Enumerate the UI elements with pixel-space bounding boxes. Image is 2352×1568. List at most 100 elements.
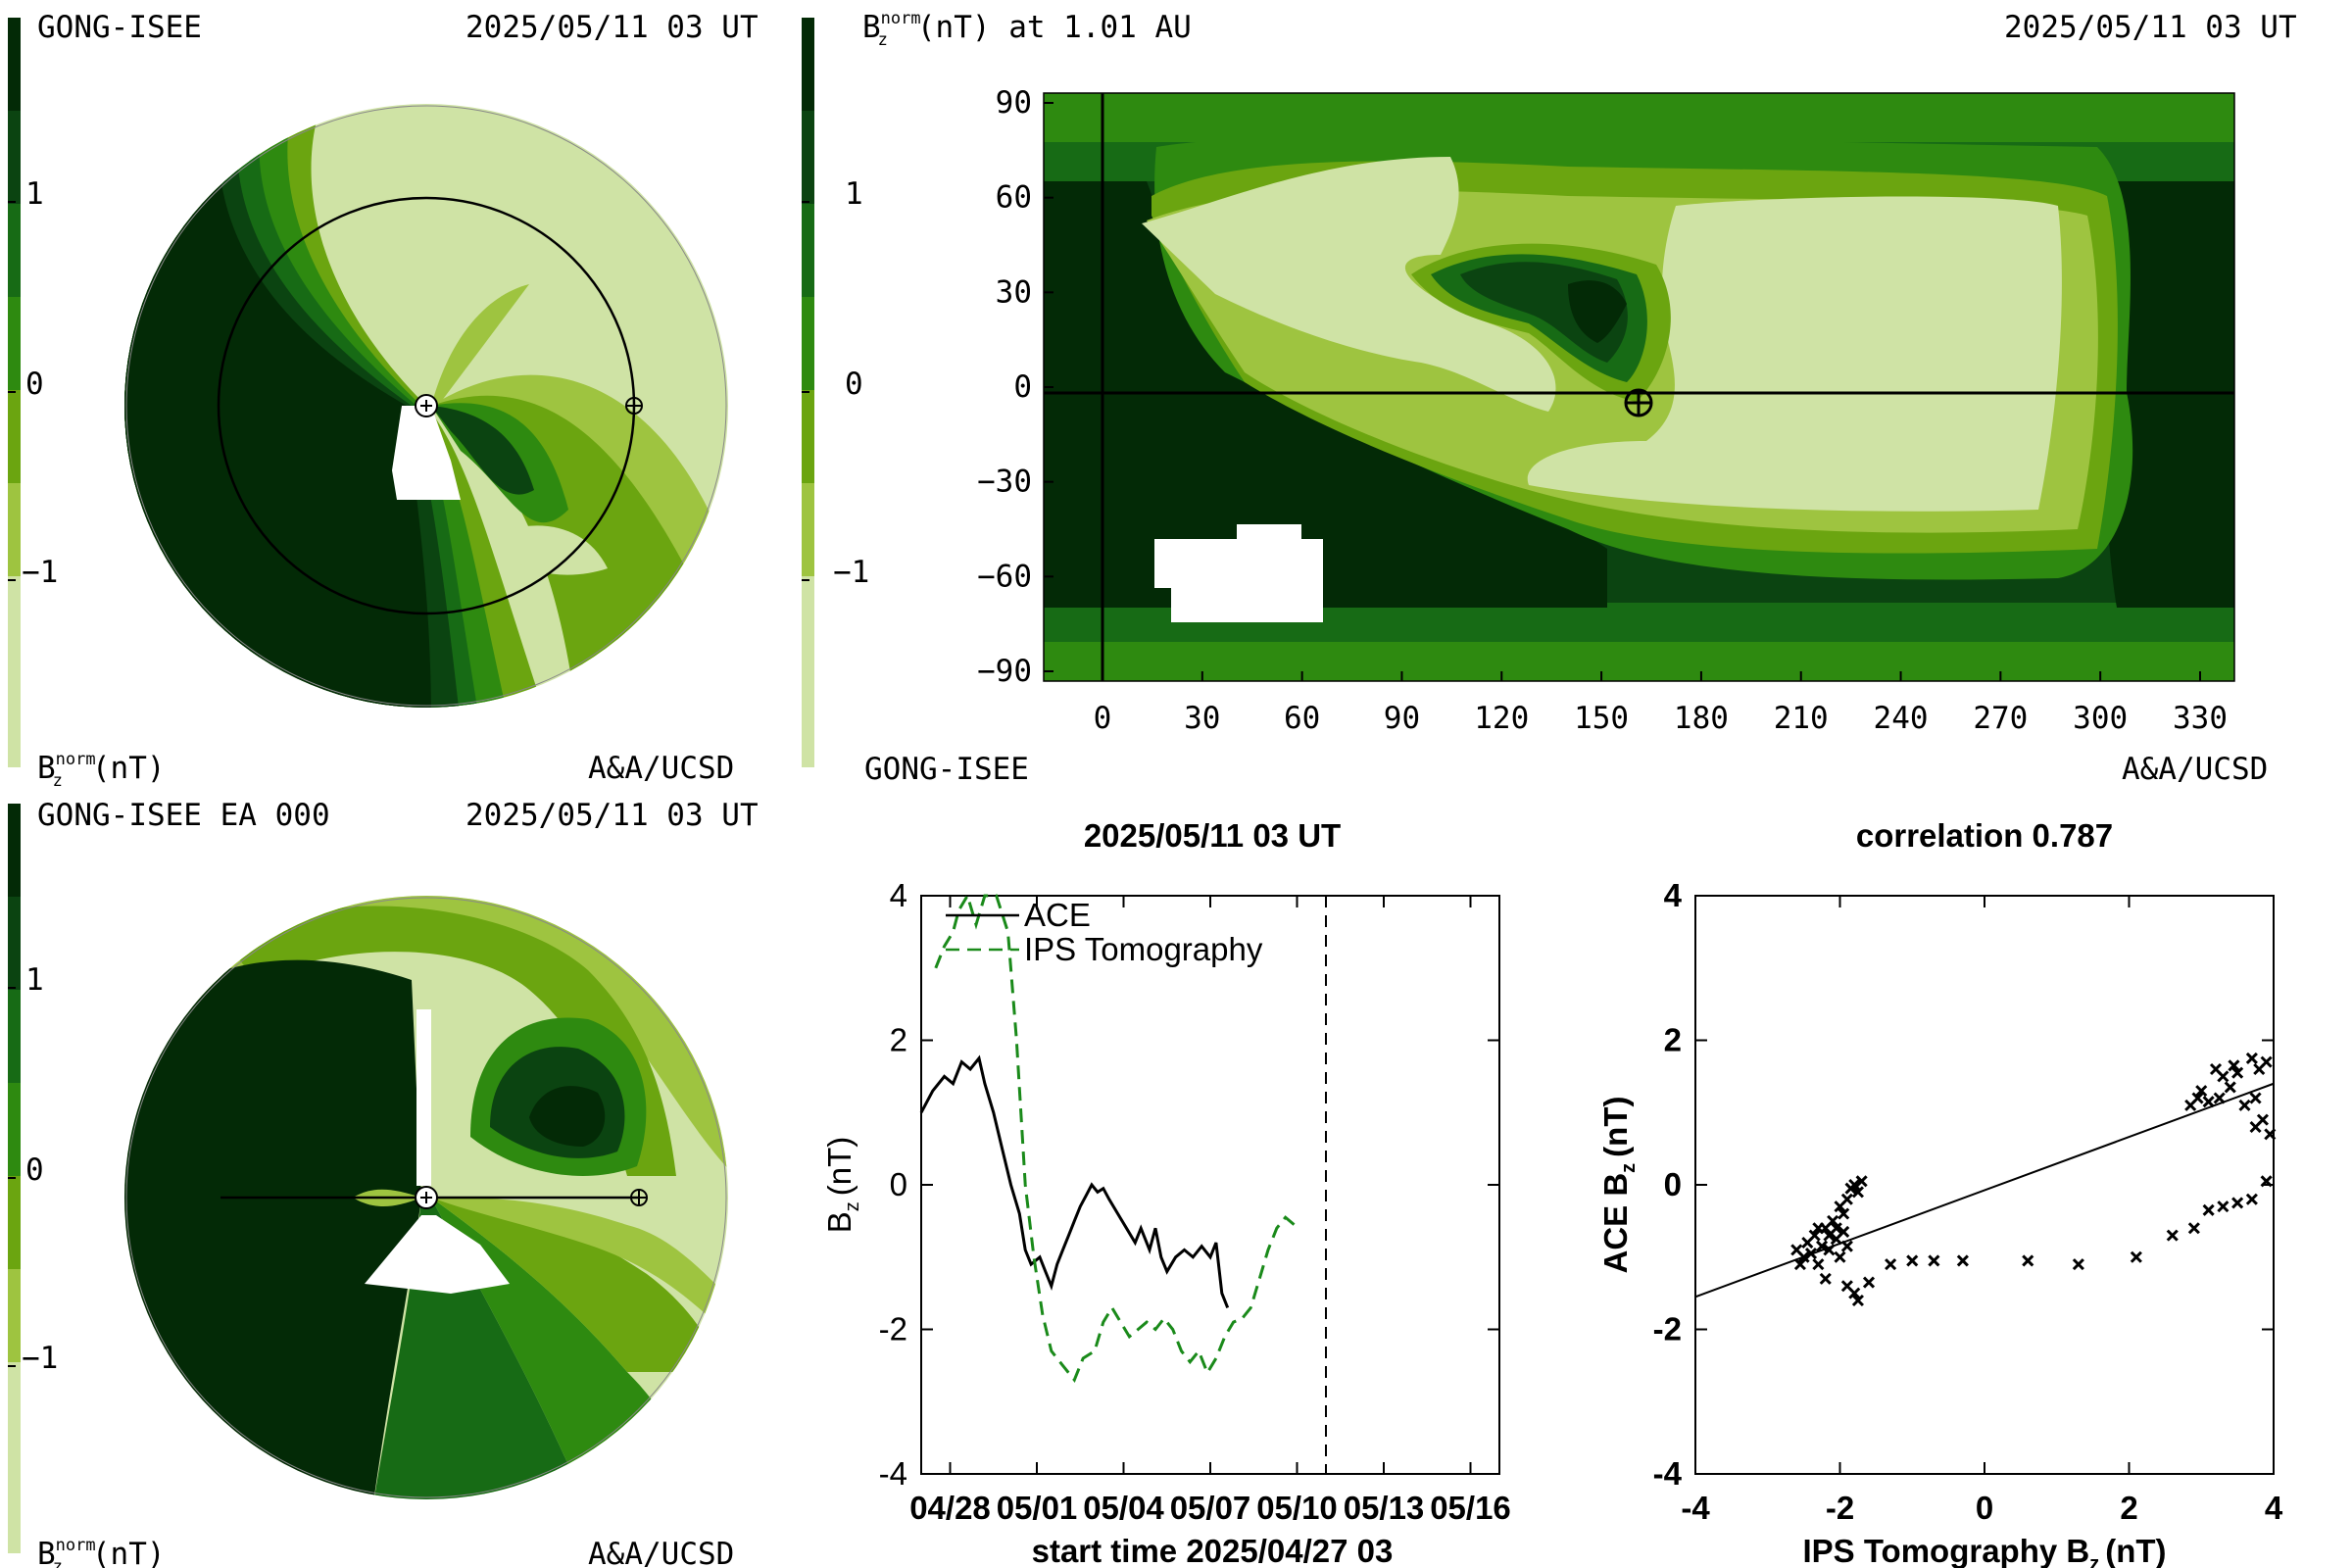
colorbar-title: Bnorm z (nT) bbox=[37, 750, 166, 791]
date-label: 2025/05/11 03 UT bbox=[466, 798, 759, 833]
map-y-tick-label: 90 bbox=[996, 85, 1032, 121]
scatter-point bbox=[1851, 1186, 1864, 1199]
map-y-tick-label: 60 bbox=[996, 180, 1032, 216]
x-tick-label: 05/04 bbox=[1083, 1490, 1164, 1526]
scatter-point bbox=[2228, 1059, 2240, 1072]
scatter-point bbox=[1812, 1258, 1825, 1271]
scatter-point bbox=[1862, 1276, 1876, 1289]
scatter-axes: 4 2 0 -2 -4-4 -2 0 2 4 bbox=[1653, 877, 2283, 1526]
x-tick-label: 04/28 bbox=[909, 1490, 991, 1526]
scatter-points bbox=[1694, 1052, 2277, 1307]
scatter-point bbox=[1838, 1207, 1850, 1220]
scatter-point bbox=[1819, 1272, 1832, 1285]
colorbar-tick-label: 1 bbox=[25, 176, 44, 212]
scatter-point bbox=[2022, 1254, 2034, 1267]
top-left-panel: 1 0 −1 GONG-ISEE 2025/05/11 03 UT Bnorm z… bbox=[8, 10, 759, 791]
colorbar-tick-label: 1 bbox=[845, 176, 863, 212]
scatter-point bbox=[1906, 1254, 1919, 1267]
colorbar-band bbox=[8, 111, 21, 204]
colorbar-tick-label: −1 bbox=[833, 555, 869, 590]
colorbar-band bbox=[8, 204, 21, 297]
map-x-tick-label: 60 bbox=[1284, 701, 1320, 736]
y-tick-label: 4 bbox=[1664, 877, 1683, 913]
y-tick-label: 2 bbox=[890, 1022, 907, 1058]
x-axis-label: IPS Tomography Bz (nT) bbox=[1802, 1533, 2166, 1568]
scatter-point bbox=[1808, 1229, 1821, 1242]
scatter-point bbox=[2184, 1099, 2197, 1111]
y-tick-label: -4 bbox=[1653, 1455, 1683, 1492]
scatter-point bbox=[2130, 1250, 2142, 1263]
scatter-point bbox=[1838, 1225, 1850, 1238]
earth-icon bbox=[630, 1189, 648, 1206]
colorbar-band bbox=[802, 111, 814, 204]
map-x-tick-label: 240 bbox=[1874, 701, 1929, 736]
synoptic-map bbox=[1044, 93, 2234, 681]
x-tick-label: -2 bbox=[1826, 1490, 1854, 1526]
colorbar-band bbox=[8, 1362, 21, 1553]
scatter-point bbox=[2260, 1175, 2273, 1188]
scatter-point bbox=[2202, 1203, 2215, 1216]
timeseries-series bbox=[919, 892, 1327, 1474]
top-right-panel: 1 0 −1 Bnorm z (nT) at 1.01 AU 2025/05/11 … bbox=[802, 9, 2297, 787]
colorbar-title: Bnorm z (nT) bbox=[37, 1536, 166, 1568]
colorbar-band bbox=[802, 390, 814, 483]
x-tick-label: 05/01 bbox=[997, 1490, 1078, 1526]
bottom-left-panel: 1 0 −1 GONG-ISEE EA 000 2025/05/11 03 UT… bbox=[8, 798, 759, 1568]
map-x-tick-label: 180 bbox=[1674, 701, 1729, 736]
scatter-point bbox=[2209, 1062, 2223, 1076]
y-tick-label: -2 bbox=[879, 1311, 907, 1348]
credit-label: A&A/UCSD bbox=[2122, 752, 2268, 787]
x-tick-label: 05/13 bbox=[1344, 1490, 1425, 1526]
x-tick-label: 0 bbox=[1976, 1490, 1993, 1526]
map-x-tick-label: 150 bbox=[1574, 701, 1629, 736]
map-x-tick-label: 120 bbox=[1474, 701, 1529, 736]
scatter-point bbox=[2231, 1197, 2244, 1209]
scatter-point bbox=[1823, 1244, 1836, 1256]
colorbar-band bbox=[802, 18, 814, 111]
map-x-axis: 0 30 60 90 120 150 180 210 240 270 300 330 bbox=[1094, 671, 2228, 736]
colorbar-band bbox=[8, 897, 21, 990]
y-tick-label: 0 bbox=[1664, 1166, 1682, 1202]
colorbar-band bbox=[802, 297, 814, 390]
scatter-point bbox=[2245, 1193, 2258, 1205]
earth-icon bbox=[1624, 388, 1653, 417]
date-label: 2025/05/11 03 UT bbox=[466, 10, 759, 45]
scatter-point bbox=[2217, 1200, 2230, 1213]
map-y-axis: 90 60 30 0 −30 −60 −90 bbox=[977, 85, 1054, 689]
map-y-tick-label: 0 bbox=[1013, 369, 1032, 405]
map-x-tick-label: 330 bbox=[2173, 701, 2228, 736]
scatter-point bbox=[1827, 1214, 1839, 1227]
map-y-tick-label: −60 bbox=[977, 559, 1032, 594]
x-tick-label: 05/10 bbox=[1256, 1490, 1338, 1526]
map-x-tick-label: 270 bbox=[1973, 701, 2028, 736]
map-x-tick-label: 0 bbox=[1094, 701, 1112, 736]
scatter-point bbox=[2166, 1229, 2179, 1242]
colorbar-band bbox=[8, 1269, 21, 1362]
colorbar-tick-label: −1 bbox=[22, 1341, 58, 1376]
credit-label: A&A/UCSD bbox=[588, 751, 734, 786]
legend-label-ips: IPS Tomography bbox=[1024, 931, 1263, 967]
y-tick-label: 0 bbox=[890, 1166, 907, 1202]
scatter-point bbox=[2072, 1258, 2084, 1271]
scatter-point bbox=[2231, 1066, 2244, 1079]
y-tick-label: 2 bbox=[1664, 1022, 1682, 1058]
colorbar-band bbox=[8, 1176, 21, 1269]
legend: ACE IPS Tomography bbox=[946, 897, 1263, 967]
x-axis-label: start time 2025/04/27 03 bbox=[1032, 1533, 1394, 1568]
colorbar-tick-label: 0 bbox=[25, 1152, 44, 1188]
scatter-point bbox=[1840, 1280, 1853, 1293]
colorbar-top-right: 1 0 −1 bbox=[802, 18, 869, 767]
y-tick-label: -2 bbox=[1653, 1311, 1682, 1348]
scatter-point bbox=[2245, 1052, 2258, 1064]
earth-icon bbox=[625, 397, 643, 415]
y-tick-label: 4 bbox=[890, 877, 907, 913]
colorbar-band bbox=[8, 990, 21, 1083]
scatter-point bbox=[2264, 1128, 2277, 1141]
colorbar-band bbox=[802, 483, 814, 576]
colorbar-band bbox=[8, 297, 21, 390]
map-y-tick-label: 30 bbox=[996, 274, 1032, 310]
source-label: GONG-ISEE bbox=[37, 10, 202, 45]
scatter-point bbox=[2260, 1055, 2273, 1068]
